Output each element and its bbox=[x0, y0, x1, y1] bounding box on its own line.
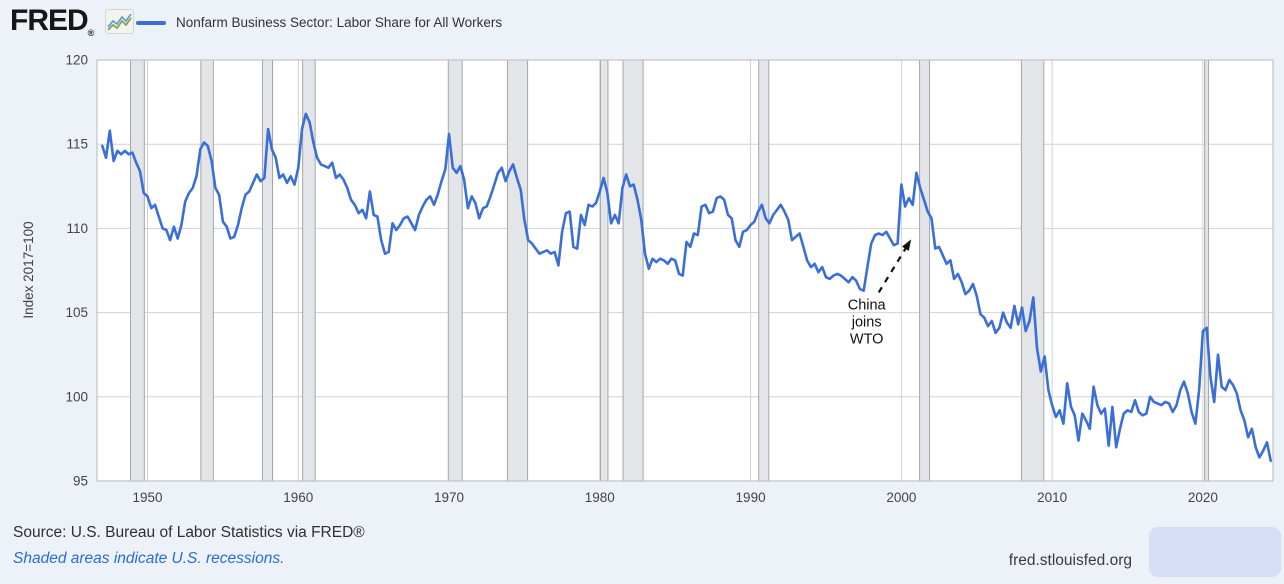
x-tick-label: 1980 bbox=[585, 490, 615, 505]
recession-band bbox=[1021, 60, 1044, 481]
recession-band bbox=[919, 60, 930, 481]
fred-logo[interactable]: FRED® bbox=[10, 4, 95, 38]
annotation-line: joins bbox=[851, 315, 882, 331]
legend: Nonfarm Business Sector: Labor Share for… bbox=[136, 15, 502, 30]
axis-labels: 1950 1960 1970 1980 1990 2000 2010 2020 95 100 105… bbox=[65, 53, 1217, 506]
data-line-group[interactable] bbox=[101, 112, 1272, 463]
x-tick-label: 2010 bbox=[1037, 490, 1067, 505]
source-text: Source: U.S. Bureau of Labor Statistics … bbox=[13, 524, 365, 541]
recession-band bbox=[302, 60, 316, 481]
recession-band bbox=[448, 60, 463, 481]
labor-share-chart[interactable]: 1950 1960 1970 1980 1990 2000 2010 2020 95 100 105… bbox=[0, 0, 1284, 514]
y-tick-label: 110 bbox=[66, 221, 88, 236]
highlight-box bbox=[1149, 527, 1281, 577]
recession-band bbox=[200, 60, 214, 481]
legend-line-swatch bbox=[136, 20, 166, 25]
legend-label: Nonfarm Business Sector: Labor Share for… bbox=[176, 15, 503, 30]
watermark-link[interactable]: fred.stlouisfed.org bbox=[1008, 552, 1132, 569]
recession-note-link[interactable]: Shaded areas indicate U.S. recessions. bbox=[13, 550, 285, 567]
y-axis-title: Index 2017=100 bbox=[21, 221, 36, 318]
x-tick-label: 2000 bbox=[886, 490, 916, 505]
annotation-arrow-shaft bbox=[877, 244, 909, 293]
x-tick-label: 1960 bbox=[283, 490, 313, 505]
fred-logo-text: FRED bbox=[10, 4, 89, 37]
y-tick-label: 115 bbox=[66, 137, 88, 152]
recession-band bbox=[130, 60, 145, 481]
x-tick-label: 2020 bbox=[1188, 490, 1218, 505]
recession-bands bbox=[129, 60, 1209, 481]
plot-frame bbox=[96, 59, 1274, 482]
y-tick-label: 120 bbox=[65, 53, 88, 68]
recession-band bbox=[623, 60, 644, 481]
annotation-line: WTO bbox=[850, 332, 884, 348]
recession-band bbox=[262, 60, 273, 481]
annotation-arrowhead bbox=[902, 239, 912, 251]
recession-band bbox=[758, 60, 769, 481]
y-tick-label: 95 bbox=[73, 474, 88, 489]
fred-logo-chart-icon bbox=[105, 9, 134, 34]
y-tick-label: 100 bbox=[65, 389, 88, 404]
plot-border bbox=[96, 59, 1274, 482]
x-tick-label: 1990 bbox=[736, 490, 766, 505]
plot-background bbox=[97, 60, 1273, 481]
recession-band bbox=[1204, 60, 1209, 481]
data-line[interactable] bbox=[101, 112, 1272, 463]
registered-mark: ® bbox=[87, 28, 95, 38]
x-tick-label: 1950 bbox=[132, 490, 162, 505]
recession-band bbox=[600, 60, 608, 481]
x-tick-label: 1970 bbox=[434, 490, 464, 505]
recession-band bbox=[507, 60, 528, 481]
annotation-line: China bbox=[848, 298, 887, 314]
y-tick-label: 105 bbox=[65, 305, 88, 320]
plot-area bbox=[97, 60, 1273, 481]
